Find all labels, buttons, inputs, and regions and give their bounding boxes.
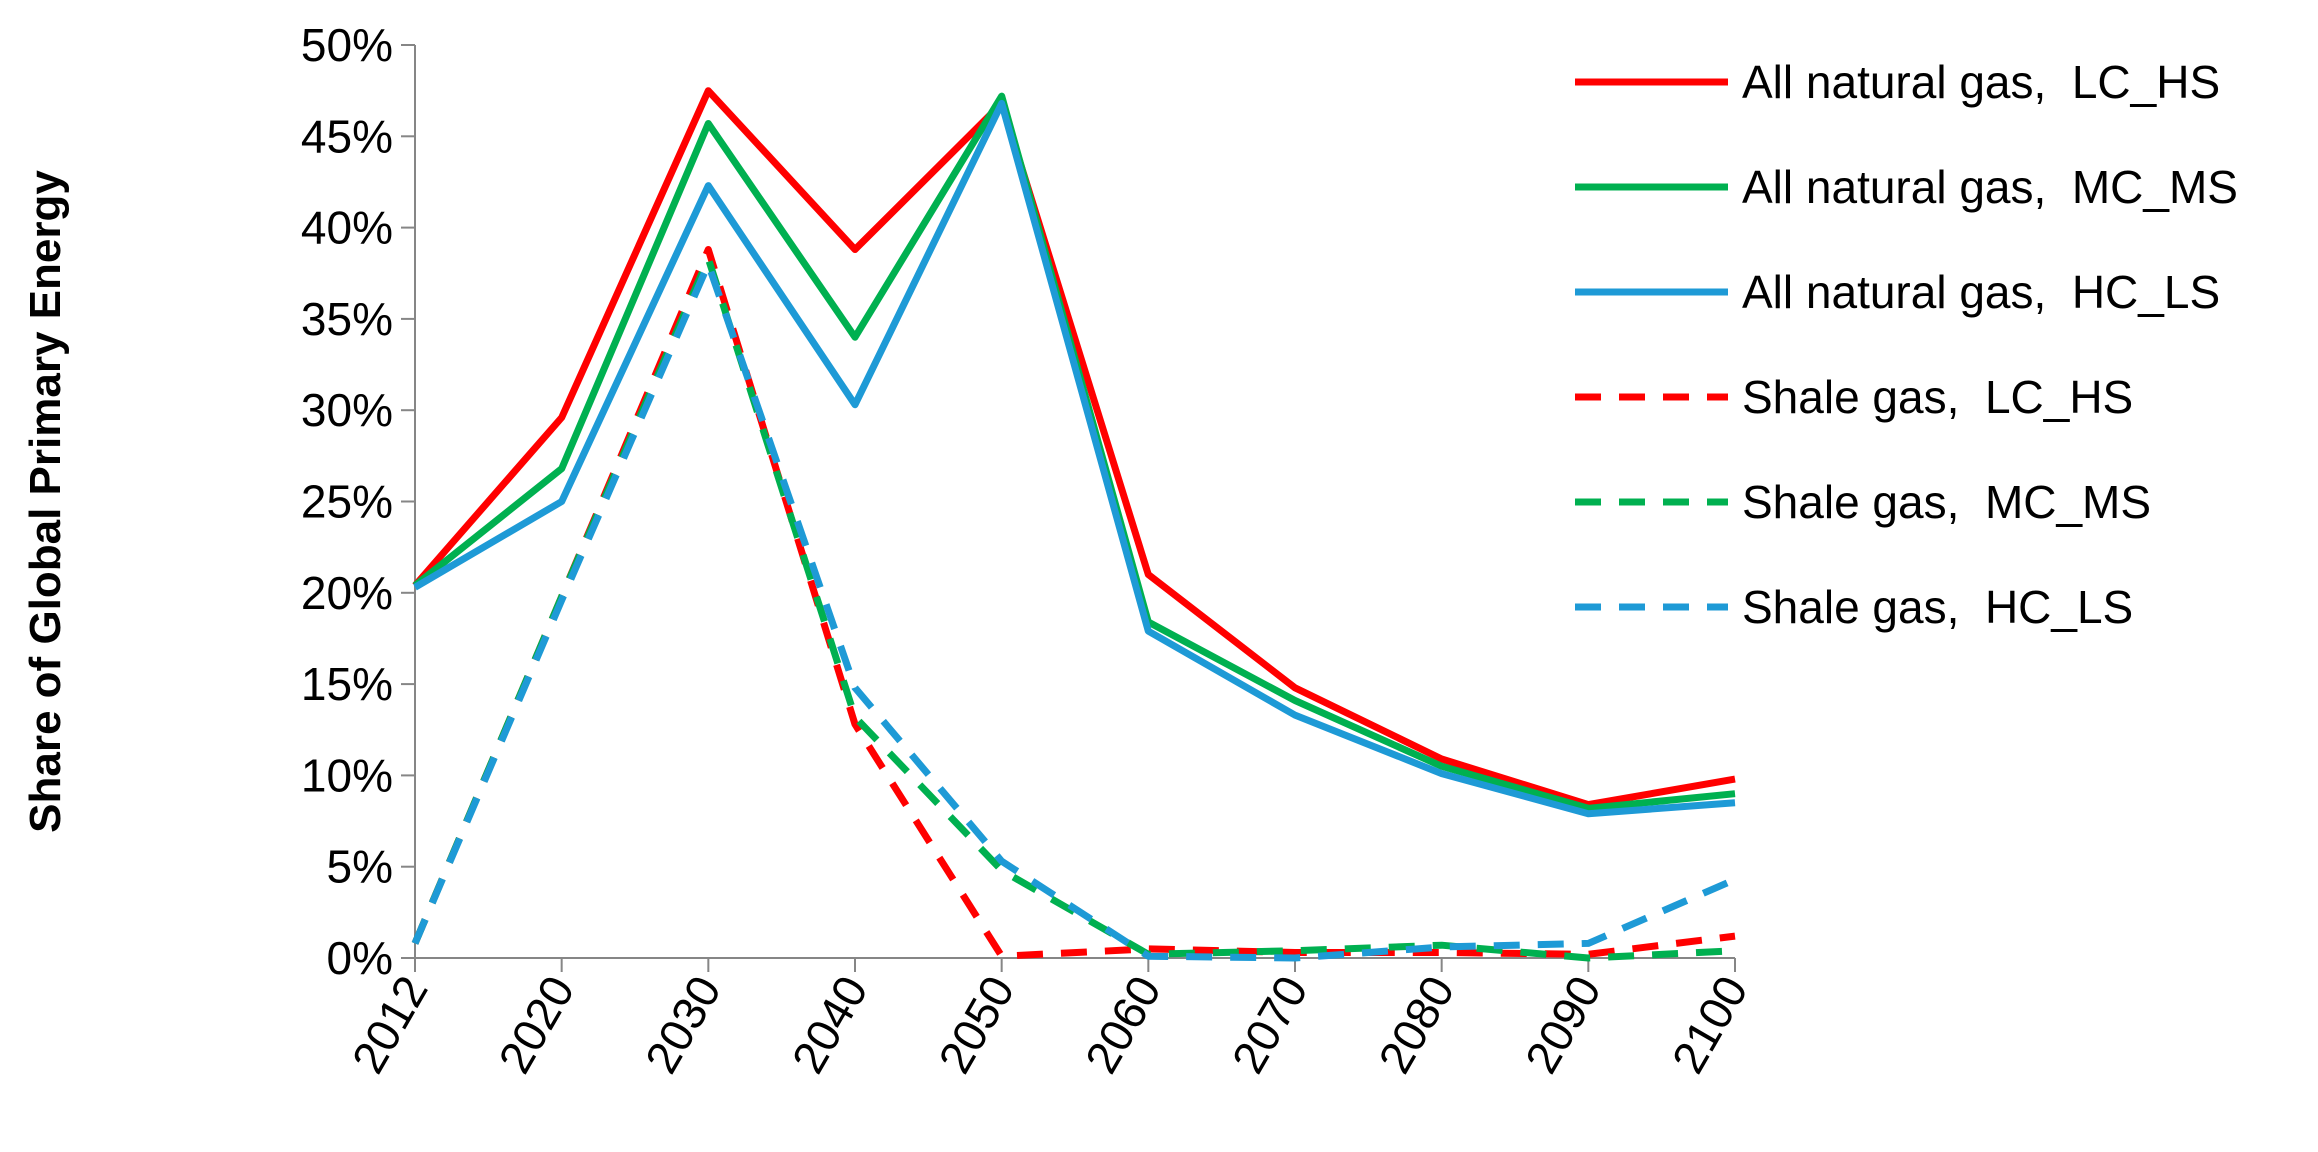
x-axis-ticks: 2012 2020 2030 2040 2050 2060 2070 2080 2090 2100 [341, 958, 1758, 1082]
legend-label-4: Shale gas, LC_HS [1742, 371, 2133, 423]
y-tick-label: 40% [301, 202, 393, 254]
series-line-4 [411, 246, 1736, 960]
y-tick-label: 10% [301, 749, 393, 801]
x-tick-label: 2030 [635, 967, 731, 1082]
legend: All natural gas, LC_HS All natural gas, M… [1575, 56, 2238, 633]
y-tick-label: 45% [301, 110, 393, 162]
y-tick-label: 5% [327, 841, 393, 893]
series-lines [411, 87, 1737, 962]
y-tick-label: 30% [301, 384, 393, 436]
y-tick-label: 0% [327, 932, 393, 984]
legend-label-3: All natural gas, HC_LS [1742, 266, 2220, 318]
y-tick-label: 25% [301, 476, 393, 528]
y-tick-label: 20% [301, 567, 393, 619]
y-tick-label: 15% [301, 658, 393, 710]
x-tick-label: 2070 [1221, 967, 1317, 1082]
x-tick-label: 2050 [928, 967, 1024, 1082]
x-tick-label: 2012 [341, 967, 437, 1082]
y-axis-title: Share of Global Primary Energy [21, 170, 70, 833]
series-line-2 [412, 92, 1736, 812]
x-tick-label: 2080 [1368, 967, 1464, 1082]
y-tick-label: 35% [301, 293, 393, 345]
legend-label-1: All natural gas, LC_HS [1742, 56, 2220, 108]
x-tick-label: 2100 [1661, 967, 1757, 1082]
x-tick-label: 2040 [781, 967, 877, 1082]
x-tick-label: 2020 [488, 967, 584, 1082]
y-axis-ticks: 0% 5% 10% 15% 20% 25% 30% 35% 40% 45% 50% [301, 19, 415, 984]
legend-label-2: All natural gas, MC_MS [1742, 161, 2238, 213]
series-line-6 [411, 260, 1737, 962]
x-tick-label: 2060 [1075, 967, 1171, 1082]
legend-label-6: Shale gas, HC_LS [1742, 581, 2133, 633]
series-line-3 [413, 99, 1736, 818]
legend-label-5: Shale gas, MC_MS [1742, 476, 2151, 528]
y-tick-label: 50% [301, 19, 393, 71]
plot-axes [414, 45, 1735, 959]
series-line-1 [412, 87, 1736, 809]
x-tick-label: 2090 [1515, 967, 1611, 1082]
